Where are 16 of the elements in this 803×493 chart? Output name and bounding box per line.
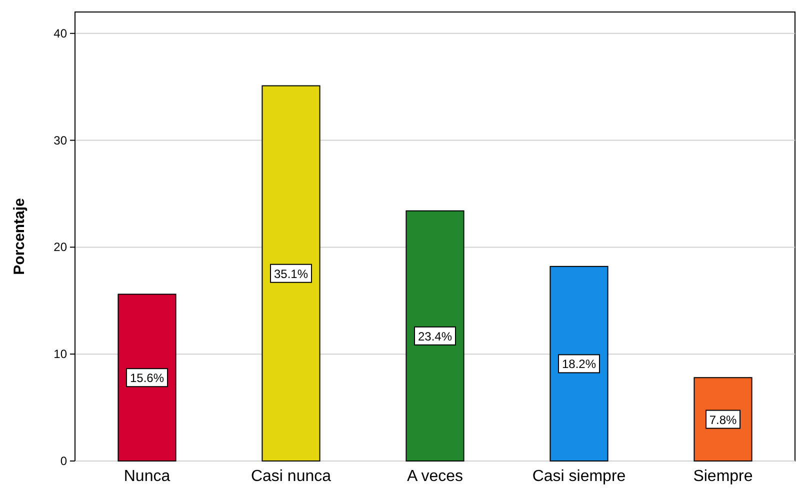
x-tick-label: Nunca [124, 468, 170, 485]
data-label: 23.4% [418, 329, 452, 344]
y-tick-label: 30 [54, 133, 68, 148]
data-label: 7.8% [709, 412, 737, 427]
x-tick-label: Siempre [693, 468, 753, 485]
y-tick-label: 0 [60, 454, 68, 468]
y-tick-label: 10 [54, 347, 68, 362]
x-tick-label: Casi siempre [532, 468, 626, 485]
data-label: 35.1% [274, 266, 308, 281]
y-tick-label: 40 [54, 26, 68, 40]
x-tick-label: Casi nunca [250, 468, 332, 485]
y-tick-label: 20 [54, 240, 68, 254]
data-label: 15.6% [130, 371, 164, 386]
data-label: 18.2% [562, 357, 596, 372]
x-tick-label: A veces [406, 468, 464, 485]
y-axis-title: Porcentaje [11, 198, 28, 275]
